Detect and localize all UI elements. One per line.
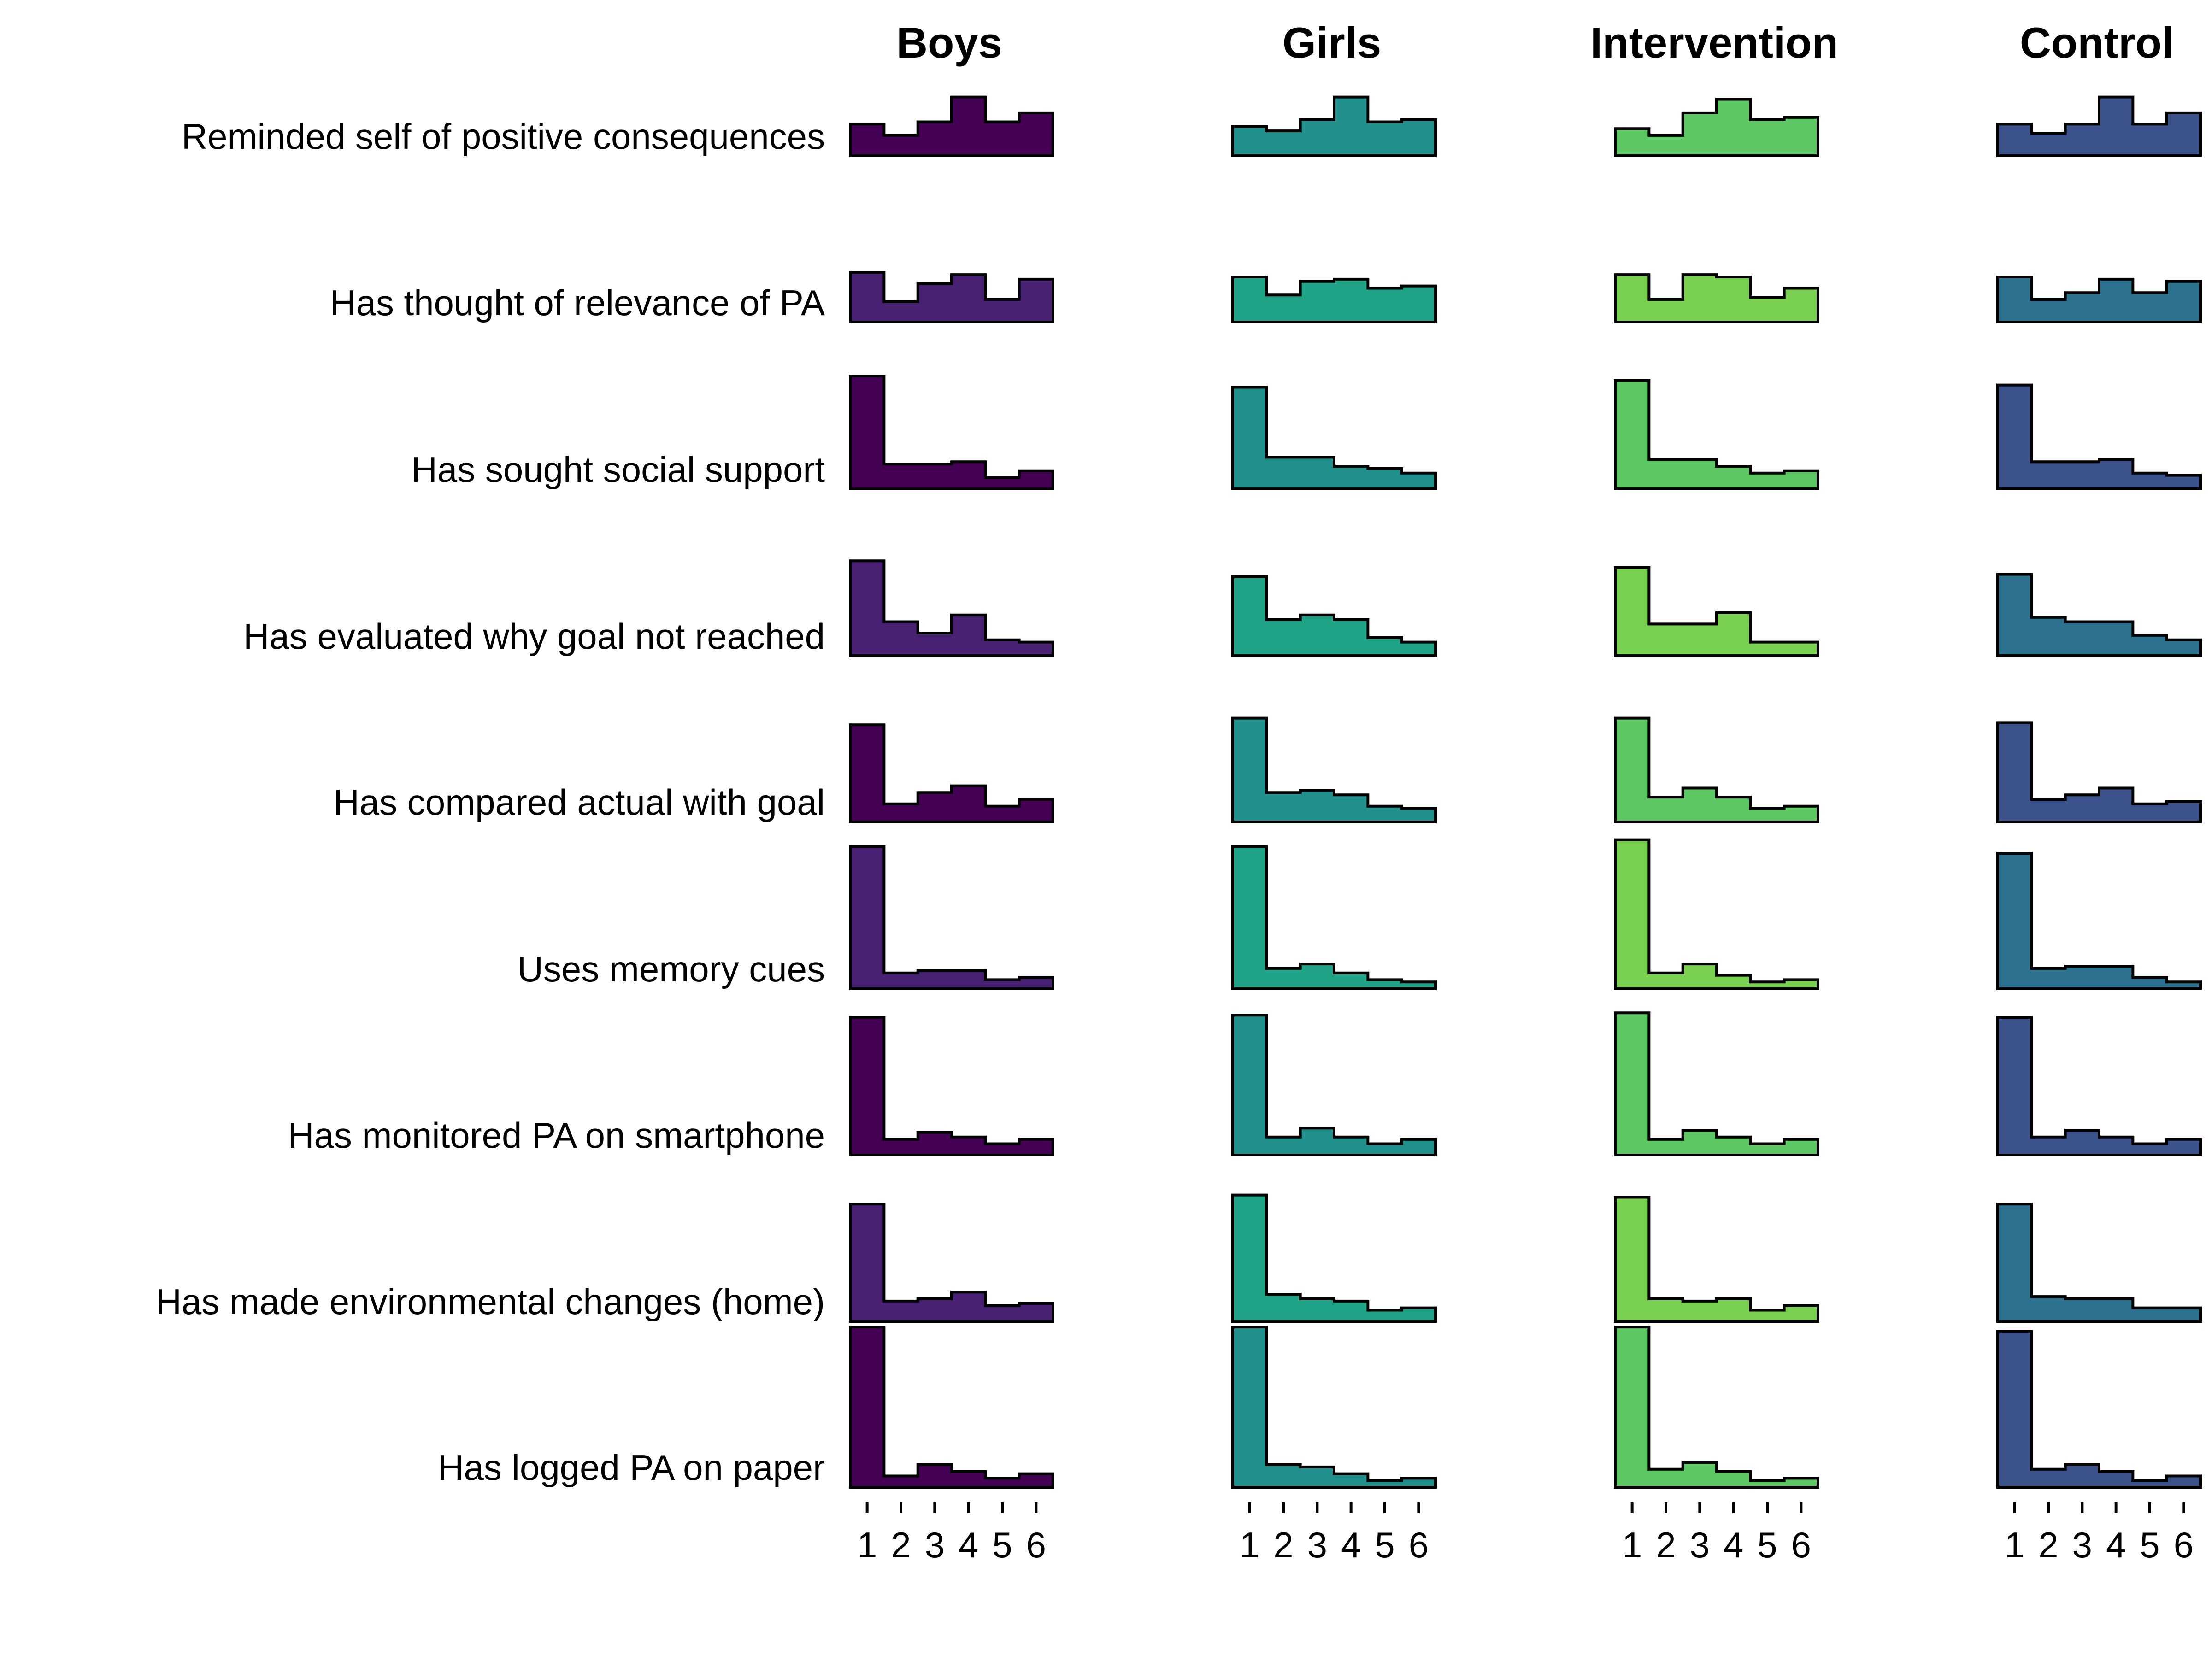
x-tick-label: 5 [2140, 1525, 2159, 1565]
row-label: Has monitored PA on smartphone [288, 1115, 825, 1156]
histogram-intervention-row-4 [1614, 566, 1819, 657]
x-tick-label: 5 [1375, 1525, 1394, 1565]
row-label: Has logged PA on paper [438, 1447, 825, 1488]
histogram-intervention-row-3 [1614, 379, 1819, 490]
histogram-control-row-4 [1996, 573, 2202, 657]
x-tick-label: 6 [1409, 1525, 1429, 1565]
histogram-boys-row-3 [849, 375, 1054, 490]
histogram-intervention-row-9 [1614, 1326, 1819, 1489]
histogram-control-row-5 [1996, 721, 2202, 823]
histogram-intervention-row-5 [1614, 716, 1819, 823]
x-tick-label: 6 [1026, 1525, 1046, 1565]
histogram-control-row-2 [1996, 276, 2202, 323]
histogram-girls-row-3 [1231, 386, 1437, 490]
x-tick-label: 4 [1724, 1525, 1743, 1565]
x-tick-label: 4 [959, 1525, 978, 1565]
x-tick-label: 2 [891, 1525, 911, 1565]
histogram-control-row-1 [1996, 95, 2202, 157]
x-tick-label: 3 [1307, 1525, 1327, 1565]
histogram-panels [849, 95, 2202, 1489]
column-title-control: Control [2020, 18, 2174, 67]
x-tick-label: 4 [1341, 1525, 1361, 1565]
histogram-boys-row-6 [849, 845, 1054, 990]
histogram-boys-row-8 [849, 1203, 1054, 1323]
histogram-girls-row-6 [1231, 845, 1437, 990]
row-label: Has compared actual with goal [333, 782, 825, 822]
x-tick-label: 2 [1273, 1525, 1293, 1565]
histogram-intervention-row-7 [1614, 1011, 1819, 1156]
column-title-intervention: Intervention [1590, 18, 1838, 67]
x-tick-label: 1 [1240, 1525, 1259, 1565]
x-tick-label: 4 [2106, 1525, 2126, 1565]
x-tick-label: 3 [2072, 1525, 2092, 1565]
row-label: Uses memory cues [518, 949, 825, 989]
histogram-girls-row-5 [1231, 716, 1437, 823]
column-title-girls: Girls [1282, 18, 1381, 67]
row-labels: Reminded self of positive consequences Ha… [156, 116, 825, 1488]
row-label: Reminded self of positive consequences [182, 116, 825, 157]
row-label: Has evaluated why goal not reached [243, 616, 825, 657]
column-titles: Boys Girls Intervention Control [896, 18, 2174, 67]
x-tick-label: 1 [857, 1525, 877, 1565]
histogram-intervention-row-1 [1614, 98, 1819, 157]
x-tick-label: 5 [1757, 1525, 1777, 1565]
row-label: Has made environmental changes (home) [156, 1281, 825, 1322]
row-label: Has thought of relevance of PA [330, 282, 825, 323]
histogram-control-row-6 [1996, 852, 2202, 990]
histogram-girls-row-7 [1231, 1014, 1437, 1156]
histogram-girls-row-9 [1231, 1326, 1437, 1489]
histogram-control-row-3 [1996, 383, 2202, 490]
x-tick-label: 5 [992, 1525, 1012, 1565]
histogram-intervention-row-6 [1614, 838, 1819, 990]
x-tick-label: 6 [1791, 1525, 1811, 1565]
histogram-control-row-7 [1996, 1016, 2202, 1156]
histogram-intervention-row-8 [1614, 1196, 1819, 1323]
x-tick-label: 3 [925, 1525, 945, 1565]
histogram-boys-row-2 [849, 271, 1054, 323]
row-label: Has sought social support [412, 449, 825, 490]
histogram-girls-row-1 [1231, 95, 1437, 157]
histogram-girls-row-4 [1231, 575, 1437, 657]
histogram-boys-row-9 [849, 1326, 1054, 1489]
histogram-intervention-row-2 [1614, 273, 1819, 323]
x-tick-label: 3 [1690, 1525, 1710, 1565]
histogram-boys-row-4 [849, 559, 1054, 657]
x-tick-label: 1 [2005, 1525, 2024, 1565]
histogram-control-row-8 [1996, 1203, 2202, 1323]
x-tick-label: 2 [2038, 1525, 2058, 1565]
histogram-girls-row-2 [1231, 276, 1437, 323]
histogram-girls-row-8 [1231, 1193, 1437, 1323]
x-tick-label: 6 [2174, 1525, 2194, 1565]
histogram-boys-row-5 [849, 723, 1054, 823]
histogram-boys-row-7 [849, 1016, 1054, 1156]
histogram-control-row-9 [1996, 1330, 2202, 1489]
x-tick-label: 2 [1656, 1525, 1676, 1565]
histogram-boys-row-1 [849, 95, 1054, 157]
x-tick-label: 1 [1622, 1525, 1642, 1565]
column-title-boys: Boys [896, 18, 1002, 67]
